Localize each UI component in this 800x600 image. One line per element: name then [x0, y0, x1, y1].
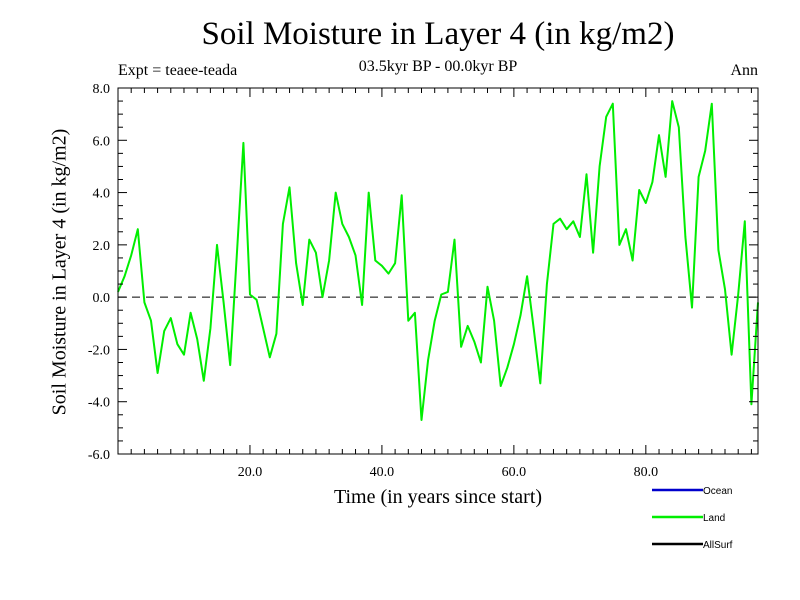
- legend-label-allsurf: AllSurf: [703, 540, 733, 551]
- period-label: Ann: [730, 62, 758, 79]
- chart-title: Soil Moisture in Layer 4 (in kg/m2): [201, 16, 675, 52]
- y-tick-label: 6.0: [93, 134, 111, 149]
- series-line-land: [117, 100, 759, 421]
- y-tick-label: 4.0: [93, 187, 111, 202]
- x-tick-label: 60.0: [502, 465, 527, 480]
- y-tick-label: 8.0: [93, 82, 111, 97]
- experiment-label: Expt = teaee-teada: [118, 62, 238, 79]
- legend-label-land: Land: [703, 513, 725, 524]
- x-tick-label: 80.0: [634, 465, 659, 480]
- x-tick-label: 40.0: [370, 465, 395, 480]
- y-tick-label: -2.0: [88, 343, 110, 358]
- legend-label-ocean: Ocean: [703, 486, 732, 497]
- x-axis-label: Time (in years since start): [333, 486, 543, 508]
- y-tick-label: 2.0: [93, 239, 111, 254]
- y-tick-label: 0.0: [93, 291, 111, 306]
- y-tick-label: -4.0: [88, 396, 110, 411]
- y-tick-label: -6.0: [88, 448, 110, 463]
- chart-subtitle: 03.5kyr BP - 00.0kyr BP: [358, 58, 518, 75]
- x-tick-label: 20.0: [238, 465, 263, 480]
